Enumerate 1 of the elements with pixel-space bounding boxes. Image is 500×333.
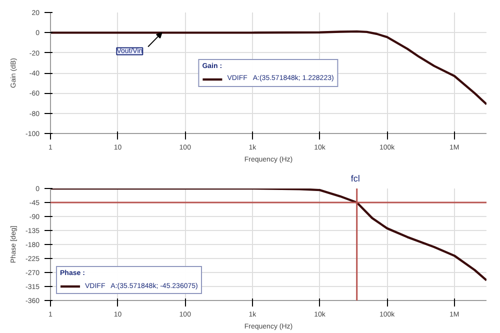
ref-line-label: fcl [350,174,360,184]
